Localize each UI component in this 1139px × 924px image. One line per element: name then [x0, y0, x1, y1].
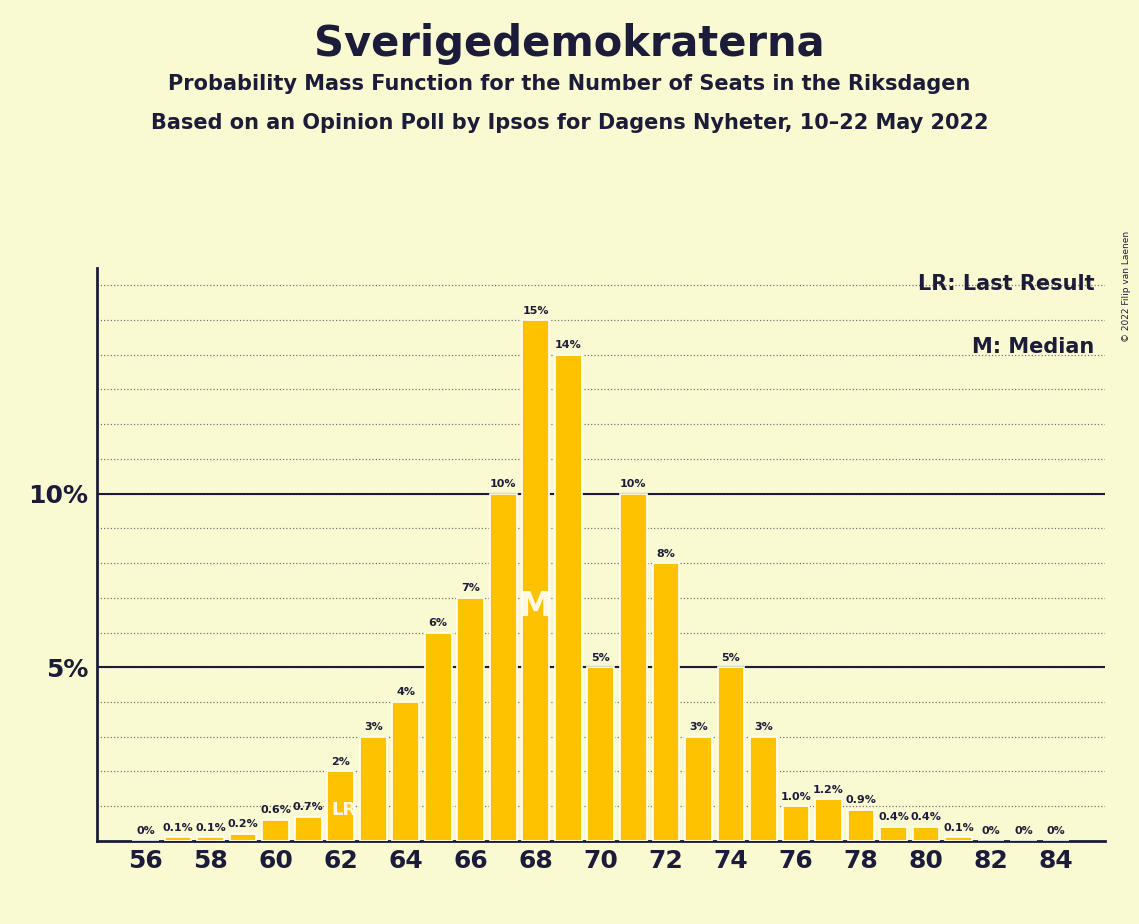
Bar	[197, 837, 224, 841]
Bar	[360, 736, 386, 841]
Text: 0.7%: 0.7%	[293, 802, 323, 812]
Bar	[620, 493, 647, 841]
Bar	[327, 772, 354, 841]
Bar	[490, 493, 517, 841]
Text: 5%: 5%	[591, 652, 611, 663]
Text: © 2022 Filip van Laenen: © 2022 Filip van Laenen	[1122, 231, 1131, 342]
Text: 0.6%: 0.6%	[260, 806, 292, 816]
Bar	[718, 667, 744, 841]
Bar	[165, 837, 191, 841]
Text: 0%: 0%	[1014, 826, 1033, 836]
Text: 3%: 3%	[754, 723, 772, 732]
Text: LR: Last Result: LR: Last Result	[918, 274, 1095, 294]
Text: Probability Mass Function for the Number of Seats in the Riksdagen: Probability Mass Function for the Number…	[169, 74, 970, 94]
Text: M: M	[519, 590, 552, 623]
Text: Sverigedemokraterna: Sverigedemokraterna	[314, 23, 825, 65]
Text: 0.1%: 0.1%	[163, 823, 194, 833]
Bar	[782, 806, 809, 841]
Text: 0.4%: 0.4%	[878, 812, 909, 822]
Bar	[588, 667, 614, 841]
Bar	[262, 820, 289, 841]
Text: 5%: 5%	[721, 652, 740, 663]
Bar	[945, 837, 972, 841]
Text: 3%: 3%	[689, 723, 707, 732]
Text: 0.9%: 0.9%	[845, 795, 876, 805]
Bar	[458, 598, 484, 841]
Text: 7%: 7%	[461, 583, 481, 593]
Text: 8%: 8%	[656, 549, 675, 559]
Bar	[523, 320, 549, 841]
Text: 3%: 3%	[363, 723, 383, 732]
Text: LR: LR	[331, 800, 357, 819]
Text: 0.1%: 0.1%	[195, 823, 226, 833]
Text: 0%: 0%	[982, 826, 1000, 836]
Text: 10%: 10%	[490, 480, 516, 489]
Bar	[685, 736, 712, 841]
Text: 2%: 2%	[331, 757, 350, 767]
Text: 0%: 0%	[137, 826, 155, 836]
Bar	[816, 799, 842, 841]
Bar	[230, 833, 256, 841]
Text: M: Median: M: Median	[973, 336, 1095, 357]
Bar	[425, 633, 451, 841]
Bar	[847, 809, 875, 841]
Text: 15%: 15%	[523, 306, 549, 315]
Bar	[295, 817, 321, 841]
Bar	[912, 827, 940, 841]
Text: 0%: 0%	[1047, 826, 1065, 836]
Text: 1.0%: 1.0%	[780, 792, 811, 802]
Text: 0.2%: 0.2%	[228, 820, 259, 830]
Text: 4%: 4%	[396, 687, 416, 698]
Text: 10%: 10%	[620, 480, 647, 489]
Text: Based on an Opinion Poll by Ipsos for Dagens Nyheter, 10–22 May 2022: Based on an Opinion Poll by Ipsos for Da…	[150, 113, 989, 133]
Text: 6%: 6%	[428, 618, 448, 628]
Bar	[555, 355, 582, 841]
Text: 0.1%: 0.1%	[943, 823, 974, 833]
Bar	[751, 736, 777, 841]
Bar	[653, 563, 679, 841]
Bar	[880, 827, 907, 841]
Text: 1.2%: 1.2%	[813, 784, 844, 795]
Text: 0.4%: 0.4%	[910, 812, 942, 822]
Bar	[393, 702, 419, 841]
Text: 14%: 14%	[555, 340, 582, 350]
